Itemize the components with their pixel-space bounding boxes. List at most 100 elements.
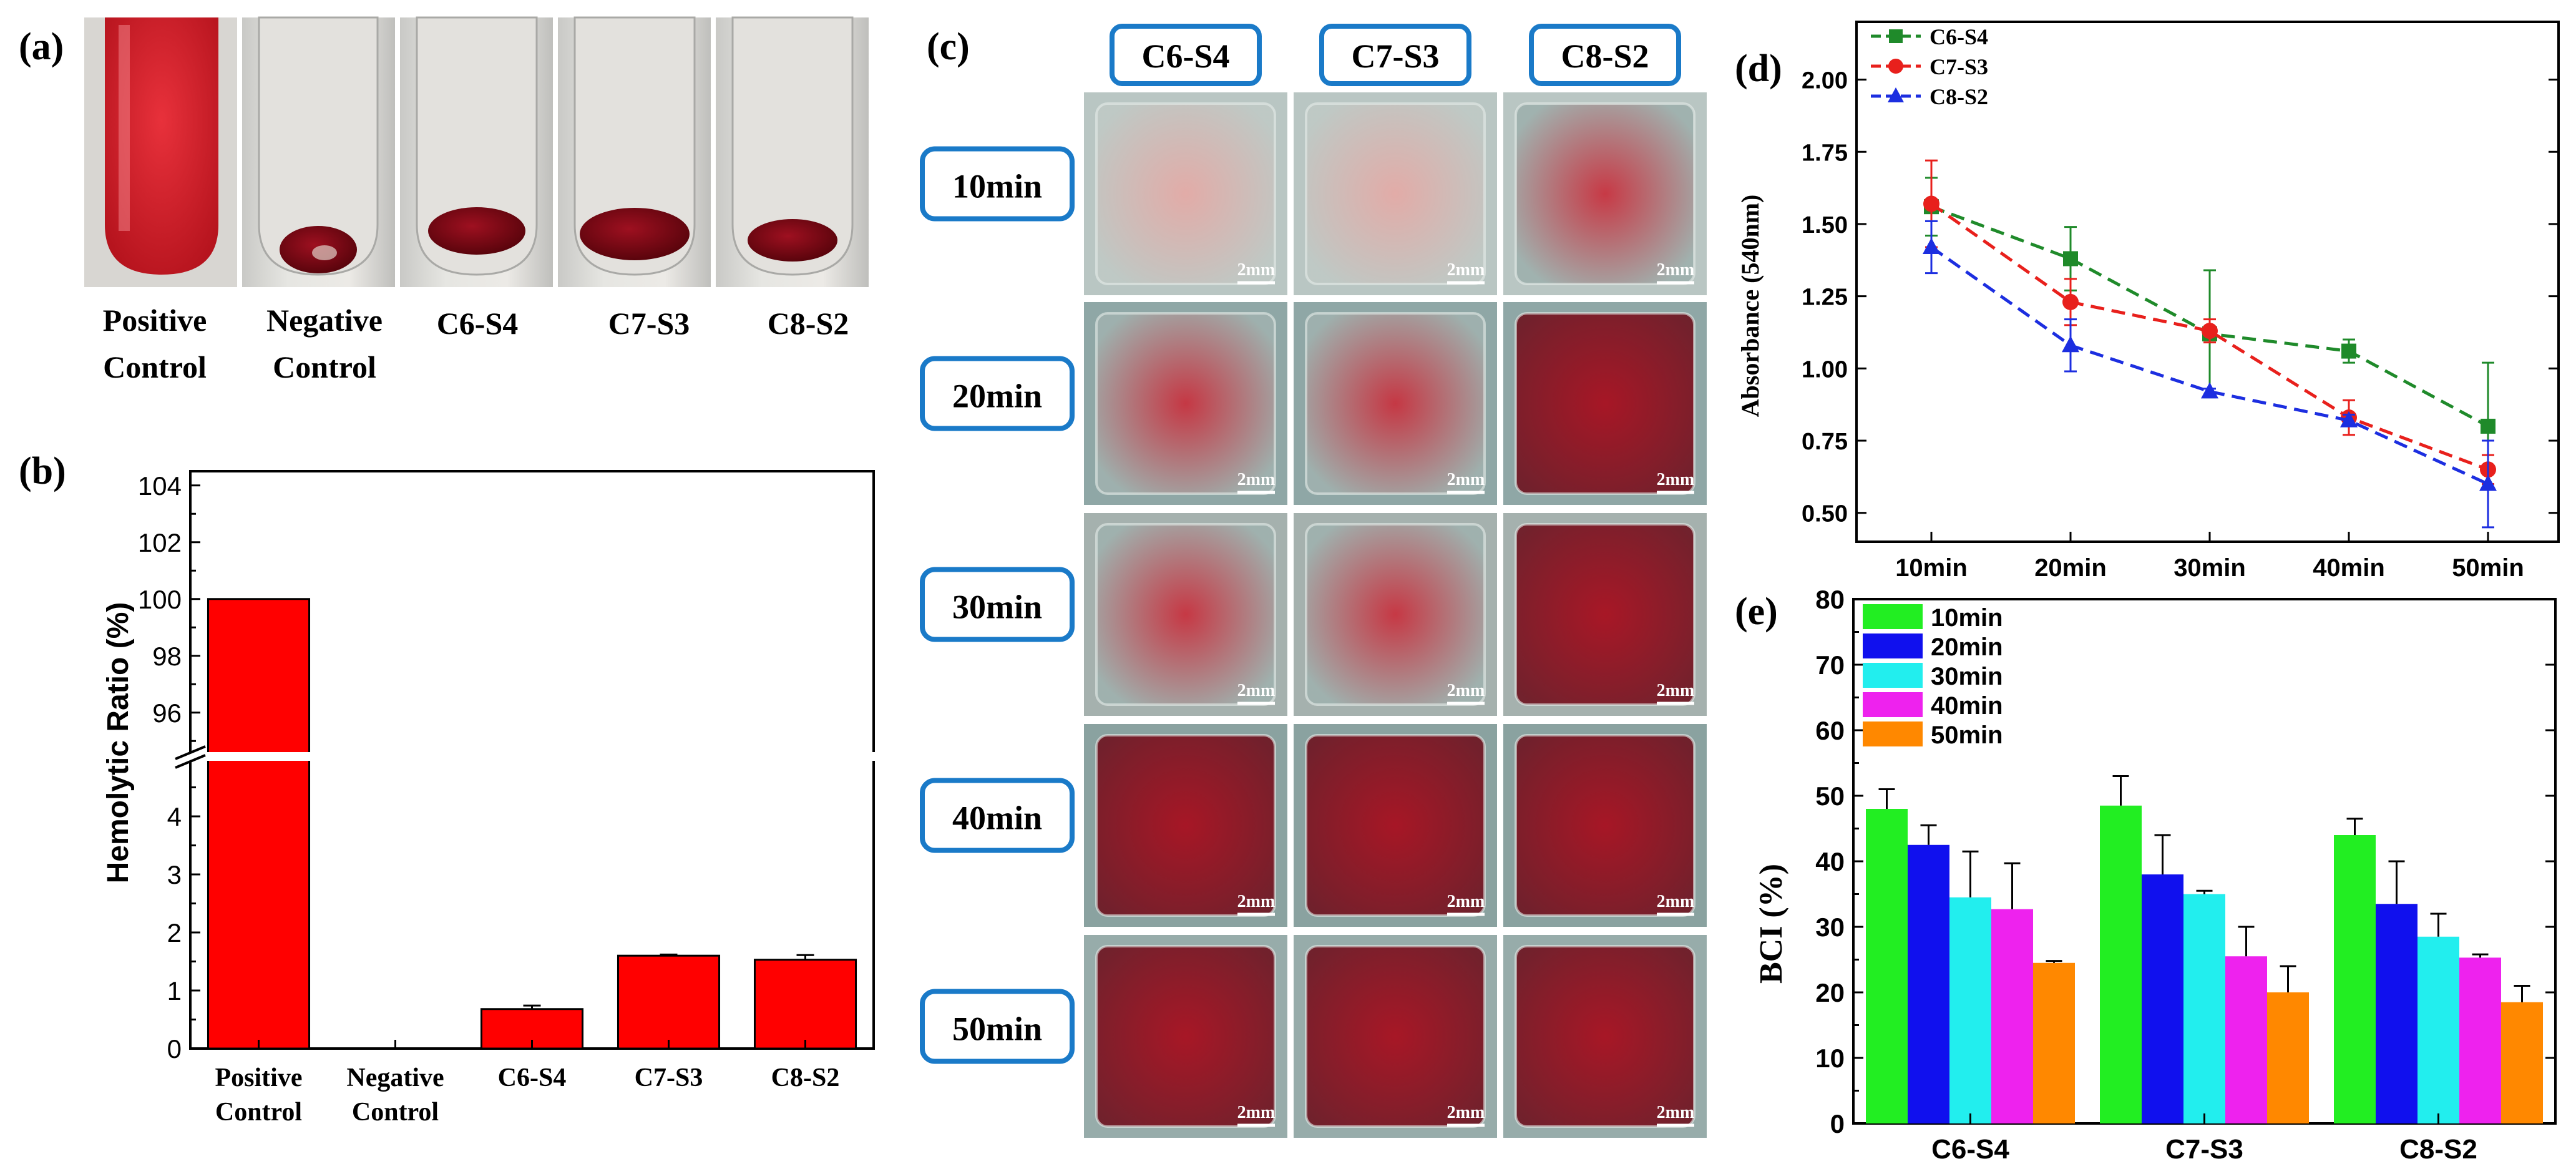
gel-edge-2-2 bbox=[1515, 523, 1695, 706]
xtick-e-1: C7-S3 bbox=[2165, 1134, 2243, 1165]
tube-label-c8: C8-S2 bbox=[768, 306, 849, 341]
xtick-d-2: 30min bbox=[2174, 554, 2246, 582]
bar-e-40min-0 bbox=[1991, 909, 2033, 1123]
legend-e-label-2: 30min bbox=[1931, 663, 2003, 690]
legend-e-label-3: 40min bbox=[1931, 692, 2003, 720]
row-header-box-0 bbox=[920, 146, 1075, 222]
ytick-d-4: 1.50 bbox=[1802, 212, 1848, 238]
xtick-d-1: 20min bbox=[2034, 554, 2107, 582]
ytick-b-upper-4: 104 bbox=[138, 471, 182, 501]
bar-b-lower-0 bbox=[207, 757, 311, 1050]
gel-edge-1-2 bbox=[1515, 312, 1695, 495]
point-C8-S2-0 bbox=[1923, 237, 1940, 254]
bar-e-20min-1 bbox=[2142, 874, 2183, 1123]
panel-label-a: (a) bbox=[19, 26, 64, 68]
bar-e-40min-2 bbox=[2459, 957, 2501, 1123]
xtick-d-3: 40min bbox=[2313, 554, 2385, 582]
bar-e-30min-2 bbox=[2417, 936, 2459, 1123]
panel-c-photo-grid: C6-S4 C7-S3 C8-S2 10min 2mm 2mm 2mm 20min 2mm 2mm… bbox=[920, 24, 1707, 1138]
scale-bar-label-1-2: 2mm bbox=[1657, 470, 1695, 489]
ytick-e-4: 40 bbox=[1815, 847, 1845, 876]
xtick-e-0: C6-S4 bbox=[1931, 1134, 2009, 1165]
gel-photo-4-1 bbox=[1306, 946, 1485, 1127]
xlabel-b-1-line2: Control bbox=[352, 1098, 439, 1127]
gel-edge-1-1 bbox=[1305, 312, 1486, 495]
chart-b-ylabel: Hemolytic Ratio (%) bbox=[102, 602, 135, 884]
point-C8-S2-3 bbox=[2340, 411, 2358, 428]
gel-edge-4-1 bbox=[1305, 945, 1486, 1128]
tube-photo-c6-s4 bbox=[400, 16, 553, 287]
column-header-1: C7-S3 bbox=[1351, 37, 1439, 75]
gel-photo-1-0 bbox=[1096, 313, 1275, 494]
legend-d-marker-1 bbox=[1888, 59, 1903, 74]
gel-photo-0-2 bbox=[1516, 104, 1694, 284]
gel-photo-1-2 bbox=[1516, 313, 1694, 494]
scale-bar-label-1-1: 2mm bbox=[1447, 470, 1485, 489]
point-C8-S2-4 bbox=[2479, 474, 2497, 491]
axis-break-mark-1 bbox=[175, 745, 206, 760]
point-C6-S4-1 bbox=[2063, 251, 2078, 267]
bar-b-3 bbox=[617, 954, 721, 1050]
panel-label-d: (d) bbox=[1735, 47, 1782, 90]
ytick-b-lower-0: 0 bbox=[167, 1034, 182, 1064]
xtick-e-2: C8-S2 bbox=[2399, 1134, 2477, 1165]
legend-d-label-2: C8-S2 bbox=[1930, 84, 1988, 109]
ytick-b-upper-0: 96 bbox=[152, 698, 182, 728]
tube-label-c6: C6-S4 bbox=[437, 306, 519, 341]
gel-edge-0-2 bbox=[1515, 102, 1695, 285]
bar-e-50min-2 bbox=[2501, 1002, 2543, 1123]
row-header-0: 10min bbox=[952, 168, 1042, 205]
panel-a-labels: Positive Control Negative Control C6-S4 … bbox=[103, 303, 849, 384]
legend-e-swatch-2 bbox=[1863, 663, 1923, 688]
xtick-d-0: 10min bbox=[1895, 554, 1968, 582]
bar-e-50min-0 bbox=[2033, 962, 2075, 1123]
row-header-box-1 bbox=[920, 356, 1075, 431]
ytick-b-lower-1: 1 bbox=[167, 976, 182, 1005]
ytick-d-0: 0.50 bbox=[1802, 501, 1848, 527]
tube-label-positive-2: Control bbox=[103, 350, 207, 384]
bar-e-10min-1 bbox=[2100, 805, 2142, 1123]
scale-bar-label-4-0: 2mm bbox=[1237, 1103, 1276, 1122]
absorbance-chart: Absorbance (540nm) 0.50 0.75 1.00 1.25 1.50 1… bbox=[1736, 21, 2560, 582]
gel-edge-3-1 bbox=[1305, 734, 1486, 917]
gel-edge-2-1 bbox=[1305, 523, 1486, 706]
ytick-b-lower-3: 3 bbox=[167, 860, 182, 889]
xtick-d-4: 50min bbox=[2452, 554, 2524, 582]
bar-b-4 bbox=[753, 959, 857, 1050]
ytick-d-6: 2.00 bbox=[1802, 68, 1848, 94]
gel-edge-2-0 bbox=[1095, 523, 1276, 706]
column-header-2: C8-S2 bbox=[1561, 37, 1649, 75]
scale-bar-label-0-1: 2mm bbox=[1447, 260, 1485, 280]
gel-photo-0-1 bbox=[1306, 104, 1485, 284]
bar-e-10min-0 bbox=[1866, 809, 1908, 1123]
panel-label-c: (c) bbox=[927, 26, 970, 68]
gel-edge-1-0 bbox=[1095, 312, 1276, 495]
gel-photo-0-0 bbox=[1096, 104, 1275, 284]
xlabel-b-2: C6-S4 bbox=[498, 1064, 567, 1092]
ytick-b-upper-1: 98 bbox=[152, 642, 182, 671]
bar-e-20min-0 bbox=[1908, 844, 1949, 1123]
ytick-d-5: 1.75 bbox=[1802, 140, 1848, 166]
gel-photo-3-1 bbox=[1306, 735, 1485, 916]
series-line-C8-S2 bbox=[1930, 245, 2489, 486]
legend-d-marker-0 bbox=[1889, 29, 1903, 43]
scale-bar-label-4-1: 2mm bbox=[1447, 1103, 1485, 1122]
xlabel-b-1: Negative bbox=[346, 1064, 444, 1092]
ytick-e-1: 10 bbox=[1815, 1044, 1845, 1073]
point-C7-S3-2 bbox=[2202, 323, 2218, 340]
scale-bar-label-0-0: 2mm bbox=[1237, 260, 1276, 280]
gel-photo-3-2 bbox=[1516, 735, 1694, 916]
panel-a-photos bbox=[84, 16, 869, 287]
ytick-b-upper-2: 100 bbox=[138, 585, 182, 614]
ytick-e-2: 20 bbox=[1815, 978, 1845, 1007]
bar-e-50min-1 bbox=[2267, 992, 2309, 1123]
legend-e-swatch-0 bbox=[1863, 604, 1923, 629]
scale-bar-label-1-0: 2mm bbox=[1237, 470, 1276, 489]
legend-d-marker-2 bbox=[1888, 87, 1904, 102]
bar-e-10min-2 bbox=[2334, 835, 2376, 1123]
ytick-d-1: 0.75 bbox=[1802, 429, 1848, 455]
row-header-box-4 bbox=[920, 989, 1075, 1064]
legend-e-label-1: 20min bbox=[1931, 633, 2003, 661]
ytick-b-lower-2: 2 bbox=[167, 918, 182, 947]
